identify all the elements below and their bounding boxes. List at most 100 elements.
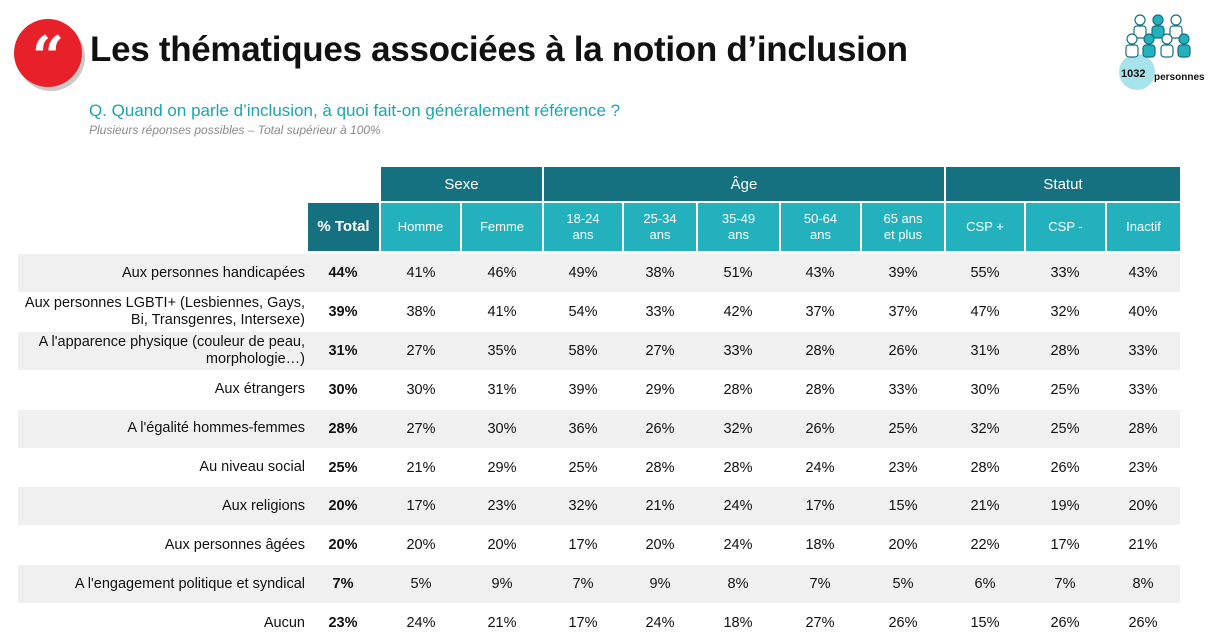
value-cell: 28% [1128,420,1158,437]
value-cell: 46% [487,265,517,281]
value-cell: 23% [1128,459,1158,476]
value-cell: 21% [1128,537,1158,554]
value-cell: 25% [888,420,918,437]
value-cell: 8% [1132,576,1154,593]
value-cell: 23% [888,459,918,476]
row-label: Aucun [263,614,305,631]
total-cell: 23% [328,615,358,632]
value-cell: 58% [568,342,598,359]
total-cell: 39% [328,303,358,320]
row-label: Aux personnes LGBTI+ (Lesbiennes, Gays, … [24,294,305,328]
value-cell: 51% [723,265,753,281]
sample-circle [1119,54,1155,90]
value-cell: 20% [645,537,675,554]
group-header-age: Âge [544,167,944,201]
row-label: Aux religions [221,497,305,514]
column-header: 18-24 ans [544,203,622,251]
value-cell: 5% [410,576,432,593]
value-cell: 29% [487,459,517,476]
value-cell: 41% [406,265,436,281]
row-label: A l'engagement politique et syndical [74,575,305,592]
value-cell: 26% [888,615,918,632]
value-cell: 24% [723,498,753,515]
value-cell: 21% [406,459,436,476]
value-cell: 30% [406,381,436,398]
value-cell: 41% [487,303,517,320]
people-group-icon [1125,14,1191,58]
value-cell: 9% [649,576,671,593]
value-cell: 37% [888,303,918,320]
value-cell: 29% [645,381,675,398]
value-cell: 28% [723,381,753,398]
value-cell: 36% [568,420,598,437]
value-cell: 24% [406,615,436,632]
value-cell: 31% [487,381,517,398]
value-cell: 26% [1050,615,1080,632]
sample-count: 1032 [1121,68,1146,80]
value-cell: 20% [1128,498,1158,515]
value-cell: 22% [970,537,1000,554]
value-cell: 20% [888,537,918,554]
value-cell: 33% [888,381,918,398]
value-cell: 38% [645,265,675,281]
value-cell: 27% [645,342,675,359]
value-cell: 40% [1128,303,1158,320]
value-cell: 55% [970,265,1000,281]
column-header: Inactif [1107,203,1180,251]
value-cell: 20% [487,537,517,554]
total-cell: 20% [328,498,358,515]
table-row: Au niveau social 25% 21% 29% 25% 28% 28% 24% 23%… [18,449,1180,487]
table-row: Aux religions 20% 17% 23% 32% 21% 24% 17% 15% 21%… [18,487,1180,526]
value-cell: 39% [568,381,598,398]
value-cell: 8% [727,576,749,593]
total-cell: 31% [328,342,358,359]
value-cell: 18% [805,537,835,554]
value-cell: 28% [645,459,675,476]
column-header: Femme [462,203,542,251]
value-cell: 33% [723,342,753,359]
value-cell: 28% [723,459,753,476]
value-cell: 25% [1050,420,1080,437]
value-cell: 18% [723,615,753,632]
value-cell: 7% [572,576,594,593]
value-cell: 15% [970,615,1000,632]
value-cell: 31% [970,342,1000,359]
value-cell: 17% [805,498,835,515]
value-cell: 20% [406,537,436,554]
value-cell: 33% [1128,342,1158,359]
table-row: Aux personnes handicapées 44% 41% 46% 49% 38%… [18,254,1180,292]
value-cell: 43% [805,265,835,281]
value-cell: 24% [723,537,753,554]
value-cell: 28% [1050,342,1080,359]
value-cell: 24% [645,615,675,632]
value-cell: 26% [1050,459,1080,476]
group-header-statut: Statut [946,167,1180,201]
value-cell: 33% [645,303,675,320]
value-cell: 26% [888,342,918,359]
value-cell: 32% [1050,303,1080,320]
value-cell: 47% [970,303,1000,320]
table-row: A l'égalité hommes-femmes 28% 27% 30% 36% 26%… [18,409,1180,448]
value-cell: 27% [406,342,436,359]
value-cell: 7% [1054,576,1076,593]
row-label: Aux personnes handicapées [122,264,305,281]
value-cell: 33% [1050,265,1080,281]
value-cell: 28% [970,459,1000,476]
value-cell: 49% [568,265,598,281]
group-header-sexe: Sexe [381,167,542,201]
value-cell: 28% [805,381,835,398]
value-cell: 5% [892,576,914,593]
value-cell: 28% [805,342,835,359]
value-cell: 32% [970,420,1000,437]
value-cell: 32% [568,498,598,515]
value-cell: 54% [568,303,598,320]
total-cell: 20% [328,537,358,554]
total-cell: 28% [328,420,358,437]
value-cell: 15% [888,498,918,515]
table-row: Aux personnes âgées 20% 20% 20% 17% 20% 24% 18%… [18,526,1180,564]
row-label: Aux personnes âgées [164,536,305,553]
value-cell: 35% [487,342,517,359]
table-row: Aucun 23% 24% 21% 17% 24% 18% 27% 26% 15% 26% 26% [18,604,1180,642]
total-cell: 7% [332,576,354,593]
value-cell: 30% [487,420,517,437]
